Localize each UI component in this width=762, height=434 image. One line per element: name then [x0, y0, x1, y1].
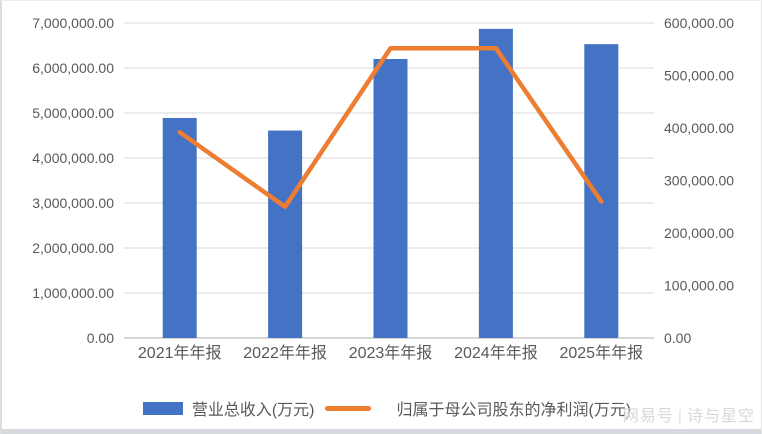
bar-2023年年报: [373, 59, 408, 338]
legend-line-swatch-icon: [324, 405, 371, 411]
bar-2021年年报: [162, 117, 197, 338]
left-axis-tick-label: 6,000,000.00: [32, 60, 114, 76]
net-profit-line: [177, 45, 604, 209]
x-axis-category-label: 2025年年报: [559, 344, 643, 362]
bar-2024年年报: [478, 28, 513, 338]
right-axis-tick-label: 200,000.00: [664, 225, 734, 241]
left-axis-tick-label: 5,000,000.00: [32, 105, 114, 121]
bar-2025年年报: [584, 44, 619, 339]
bottom-strip: [2, 429, 761, 434]
right-axis-tick-label: 100,000.00: [664, 278, 734, 294]
watermark-separator: |: [677, 408, 683, 425]
right-axis-tick-label: 300,000.00: [664, 173, 734, 189]
x-axis-category-label: 2021年年报: [138, 344, 222, 362]
x-axis-category-label: 2023年年报: [349, 344, 433, 362]
right-axis-tick-label: 500,000.00: [664, 68, 734, 84]
chart-legend: 营业总收入(万元) 归属于母公司股东的净利润(万元): [120, 395, 654, 421]
x-axis-category-label: 2024年年报: [454, 344, 538, 362]
left-axis-tick-label: 3,000,000.00: [32, 195, 114, 211]
right-axis-tick-label: 400,000.00: [664, 120, 734, 136]
bar-2022年年报: [268, 130, 303, 338]
left-axis-tick-label: 4,000,000.00: [32, 150, 114, 166]
left-axis-tick-label: 7,000,000.00: [32, 15, 114, 31]
watermark-source: 网易号: [622, 408, 674, 425]
watermark-name: 诗与星空: [686, 408, 755, 425]
legend-label-net-profit: 归属于母公司股东的净利润(万元): [396, 402, 632, 419]
legend-item-revenue: 营业总收入(万元): [142, 396, 315, 420]
x-axis-category-label: 2022年年报: [243, 344, 327, 362]
legend-label-revenue: 营业总收入(万元): [191, 402, 315, 419]
watermark: 网易号 | 诗与星空: [623, 402, 755, 426]
left-axis-tick-label: 0.00: [87, 330, 114, 346]
left-axis-tick-label: 1,000,000.00: [32, 285, 114, 301]
right-axis-tick-label: 600,000.00: [664, 15, 734, 31]
legend-bar-swatch-icon: [142, 401, 183, 415]
right-axis-tick-label: 0.00: [664, 330, 691, 346]
legend-item-net-profit: 归属于母公司股东的净利润(万元): [315, 396, 632, 420]
left-axis-tick-label: 2,000,000.00: [32, 240, 114, 256]
